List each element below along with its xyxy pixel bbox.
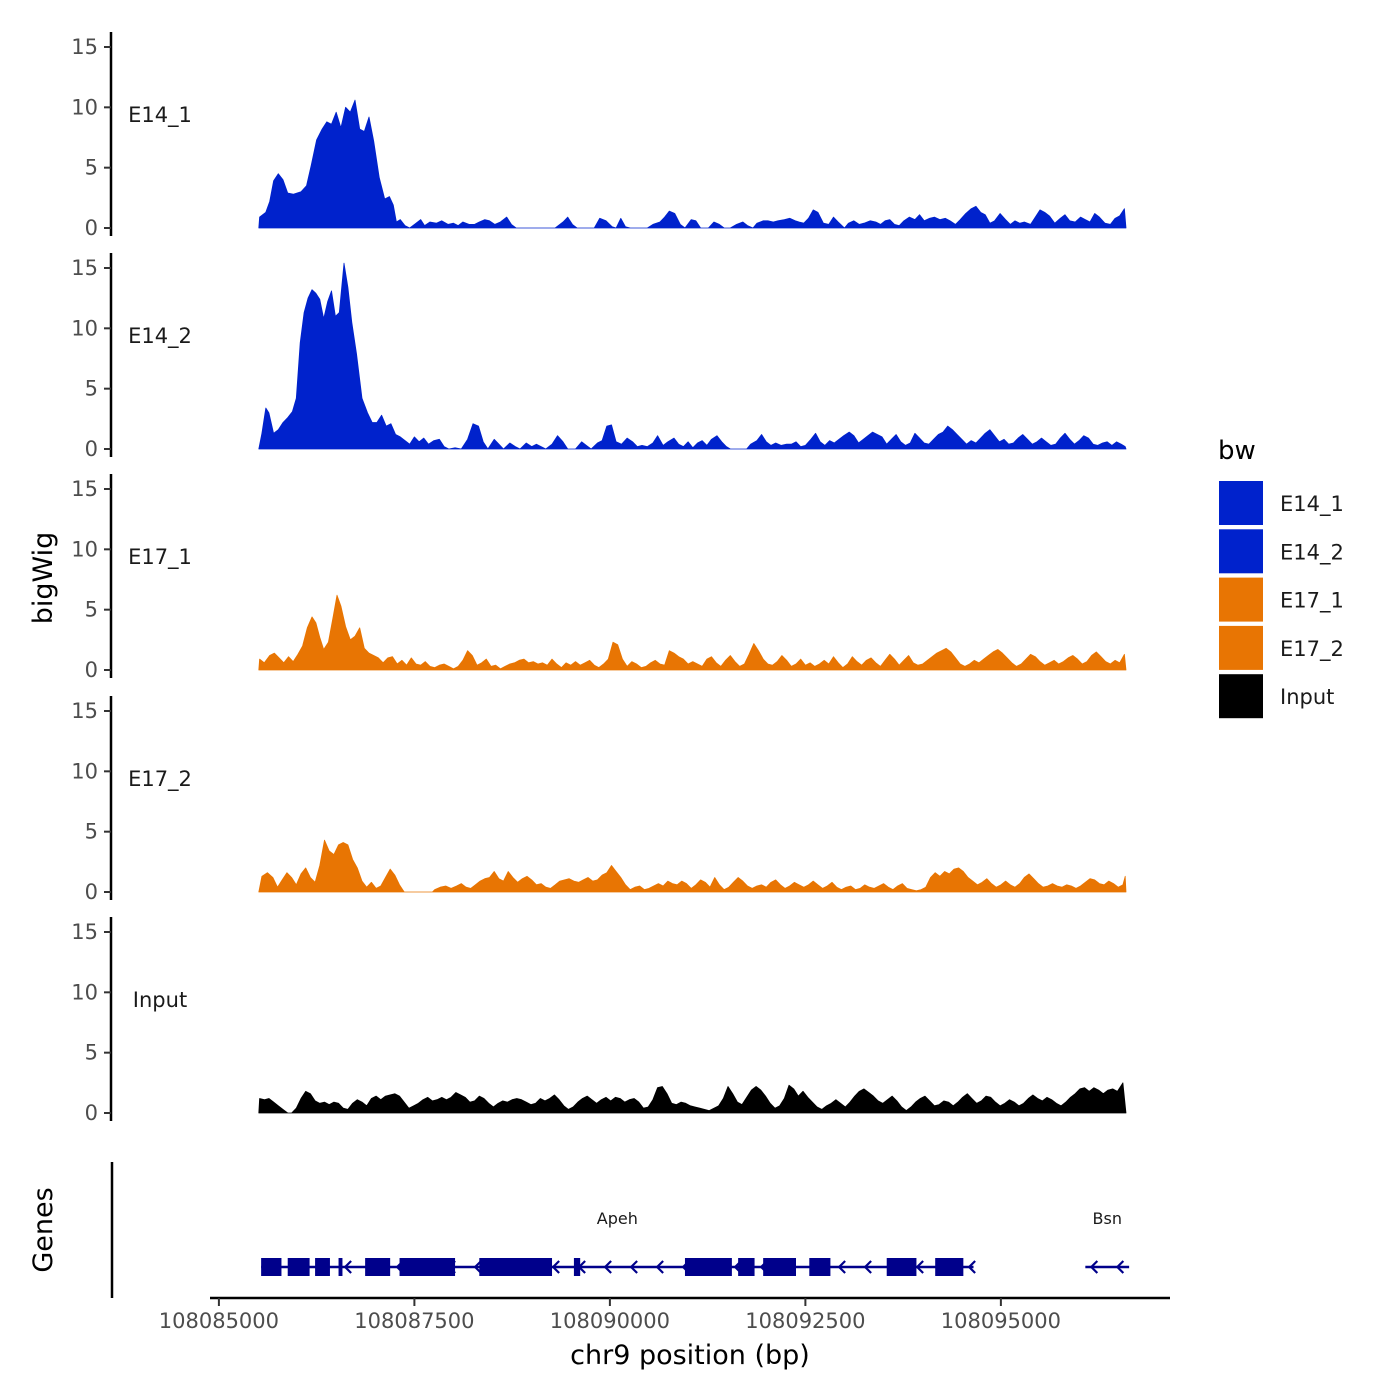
strand-arrow [1089, 1260, 1099, 1274]
y-tick-label: 10 [71, 316, 98, 340]
legend-entry-e14-1: E14_1 [1217, 479, 1344, 527]
exon [809, 1258, 831, 1276]
y-tick-label: 5 [85, 377, 98, 401]
exon [365, 1258, 391, 1276]
y-tick-label: 5 [85, 820, 98, 844]
coverage-area-e17-2 [258, 839, 1127, 893]
track-label: E14_2 [128, 324, 192, 349]
x-tick-label: 108085000 [159, 1309, 279, 1333]
y-tick-label: 0 [85, 437, 98, 461]
strand-arrow [629, 1260, 638, 1274]
x-tick-label: 108095000 [941, 1309, 1061, 1333]
y-tick-label: 0 [85, 880, 98, 904]
legend-title: bw [1218, 436, 1256, 466]
genes-axis-title: Genes [28, 1187, 59, 1272]
y-tick-label: 15 [71, 920, 98, 944]
coverage-area-e17-1 [258, 594, 1127, 671]
track-panel-e17-2: 0 5 10 15 E17_2 [71, 696, 1127, 904]
track-label: E14_1 [128, 103, 192, 128]
x-axis-ticks: 108085000 108087500 108090000 108092500 1080… [159, 1298, 1061, 1333]
coverage-area-e14-1 [258, 99, 1127, 229]
track-label: E17_1 [128, 545, 192, 570]
strand-arrow [837, 1260, 846, 1274]
strand-arrow [967, 1260, 976, 1274]
strand-arrow [915, 1260, 924, 1274]
track-panel-e14-2: 0 5 10 15 E14_2 [71, 253, 1127, 461]
y-tick-label: 10 [71, 980, 98, 1004]
legend-entry-e14-2: E14_2 [1217, 527, 1344, 576]
strand-arrow [1115, 1260, 1125, 1274]
x-tick-label: 108090000 [550, 1309, 670, 1333]
exon [261, 1258, 282, 1276]
gene-bsn: Bsn [1085, 1209, 1130, 1274]
legend-label: E14_2 [1280, 540, 1344, 565]
strand-arrow [343, 1260, 352, 1274]
y-tick-label: 15 [71, 256, 98, 280]
exon [479, 1258, 553, 1276]
exon [738, 1258, 755, 1276]
track-label: Input [133, 988, 187, 1012]
legend-label: Input [1280, 685, 1334, 709]
legend-entries: E14_1 E14_2 E17_1 E17_2 Input [1217, 479, 1344, 721]
exon [935, 1258, 964, 1276]
legend-swatch [1217, 527, 1265, 576]
legend-label: E17_2 [1280, 637, 1344, 662]
x-tick-label: 108087500 [354, 1309, 474, 1333]
y-tick-label: 0 [85, 216, 98, 240]
coverage-area-e14-2 [258, 262, 1127, 450]
legend: bw E14_1 E14_2 E17_1 E17_2 Input [1217, 436, 1344, 721]
legend-swatch [1217, 672, 1265, 721]
track-panel-e17-1: 0 5 10 15 E17_1 [71, 474, 1127, 682]
legend-entry-input: Input [1217, 672, 1334, 721]
y-tick-label: 0 [85, 1101, 98, 1125]
strand-arrow [551, 1260, 560, 1274]
strand-arrow [603, 1260, 612, 1274]
y-tick-label: 10 [71, 537, 98, 561]
exon [315, 1258, 330, 1276]
track-panel-e14-1: 0 5 10 15 E14_1 [71, 32, 1127, 240]
exon [684, 1258, 732, 1276]
gene-label: Apeh [597, 1209, 638, 1228]
exon [573, 1258, 581, 1276]
strand-arrow [655, 1260, 664, 1274]
exon [338, 1258, 343, 1276]
track-panels: 0 5 10 15 E14_1 0 5 10 15 E14_2 0 5 10 15 E17_1 0 5 10 15 E… [71, 32, 1127, 1125]
track-panel-input: 0 5 10 15 Input [71, 917, 1127, 1125]
coverage-area-input [258, 1082, 1127, 1114]
legend-label: E14_1 [1280, 492, 1344, 517]
y-axis-title: bigWig [28, 532, 59, 625]
legend-swatch [1217, 575, 1265, 624]
legend-swatch [1217, 623, 1265, 672]
x-tick-label: 108092500 [745, 1309, 865, 1333]
y-tick-label: 5 [85, 156, 98, 180]
y-tick-label: 10 [71, 95, 98, 119]
gene-label: Bsn [1093, 1209, 1122, 1228]
x-axis: 108085000 108087500 108090000 108092500 1080… [159, 1296, 1170, 1333]
y-tick-label: 5 [85, 1041, 98, 1065]
y-tick-label: 15 [71, 699, 98, 723]
gene-apeh: Apeh [261, 1209, 976, 1276]
exon [763, 1258, 797, 1276]
x-axis-title: chr9 position (bp) [570, 1340, 810, 1371]
gene-models: Apeh Bsn [261, 1209, 1130, 1276]
legend-entry-e17-1: E17_1 [1217, 575, 1344, 624]
legend-label: E17_1 [1280, 589, 1344, 614]
y-tick-label: 15 [71, 35, 98, 59]
legend-swatch [1217, 479, 1265, 527]
exon [399, 1258, 456, 1276]
track-label: E17_2 [128, 767, 192, 792]
y-tick-label: 0 [85, 658, 98, 682]
legend-entry-e17-2: E17_2 [1217, 623, 1344, 672]
gene-panel: Apeh Bsn [110, 1162, 1130, 1298]
y-tick-label: 5 [85, 598, 98, 622]
y-tick-label: 10 [71, 759, 98, 783]
y-tick-label: 15 [71, 477, 98, 501]
strand-arrow [473, 1260, 482, 1274]
exon [287, 1258, 310, 1276]
exon [886, 1258, 917, 1276]
strand-arrow [863, 1260, 872, 1274]
